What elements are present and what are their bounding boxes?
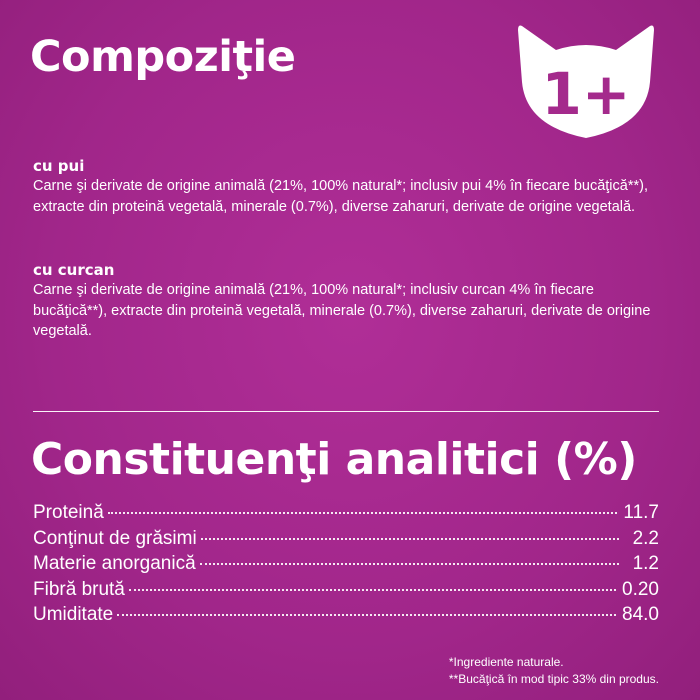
dot-leader bbox=[200, 537, 619, 540]
section-divider bbox=[33, 411, 659, 412]
composition-title: Compoziţie bbox=[30, 32, 296, 82]
analytic-row: Proteină 11.7 bbox=[33, 500, 659, 526]
variant-name: cu pui bbox=[33, 157, 85, 175]
footnotes: *Ingrediente naturale. **Bucăţică în mod… bbox=[449, 654, 659, 688]
analytic-title: Constituenţi analitici (%) bbox=[31, 434, 637, 485]
row-label: Umiditate bbox=[33, 604, 114, 625]
variant-ingredients: Carne şi derivate de origine animală (21… bbox=[33, 178, 648, 215]
analytic-row: Conţinut de grăsimi 2.2 bbox=[33, 526, 659, 552]
row-label: Fibră brută bbox=[33, 578, 125, 600]
row-value: 2.2 bbox=[632, 527, 659, 549]
analytic-row: Umiditate 84.0 bbox=[33, 602, 659, 628]
analytic-row: Materie anorganică 1.2 bbox=[33, 551, 659, 577]
dot-leader bbox=[199, 563, 619, 565]
cat-head-icon: 1+ bbox=[512, 22, 660, 146]
variant-ingredients: Carne şi derivate de origine animală (21… bbox=[33, 282, 651, 339]
variant-name: cu curcan bbox=[33, 261, 115, 279]
dot-leader bbox=[128, 588, 617, 591]
row-label: Proteină bbox=[33, 502, 104, 523]
variant-chicken: cu pui Carne şi derivate de origine anim… bbox=[33, 156, 653, 217]
dot-leader bbox=[117, 614, 617, 616]
row-value: 11.7 bbox=[623, 502, 659, 523]
row-value: 0.20 bbox=[622, 578, 659, 600]
variant-turkey: cu curcan Carne şi derivate de origine a… bbox=[33, 260, 653, 342]
row-value: 84.0 bbox=[622, 604, 659, 625]
footnote-piece: **Bucăţică în mod tipic 33% din produs. bbox=[448, 672, 659, 686]
badge-text: 1+ bbox=[542, 60, 631, 128]
row-label: Conţinut de grăsimi bbox=[33, 527, 197, 549]
dot-leader bbox=[107, 512, 618, 514]
analytic-table: Proteină 11.7 Conţinut de grăsimi 2.2 Ma… bbox=[33, 500, 659, 628]
row-label: Materie anorganică bbox=[33, 553, 196, 574]
analytic-row: Fibră brută 0.20 bbox=[33, 577, 659, 603]
row-value: 1.2 bbox=[632, 553, 659, 574]
footnote-natural: *Ingrediente naturale. bbox=[448, 655, 564, 669]
